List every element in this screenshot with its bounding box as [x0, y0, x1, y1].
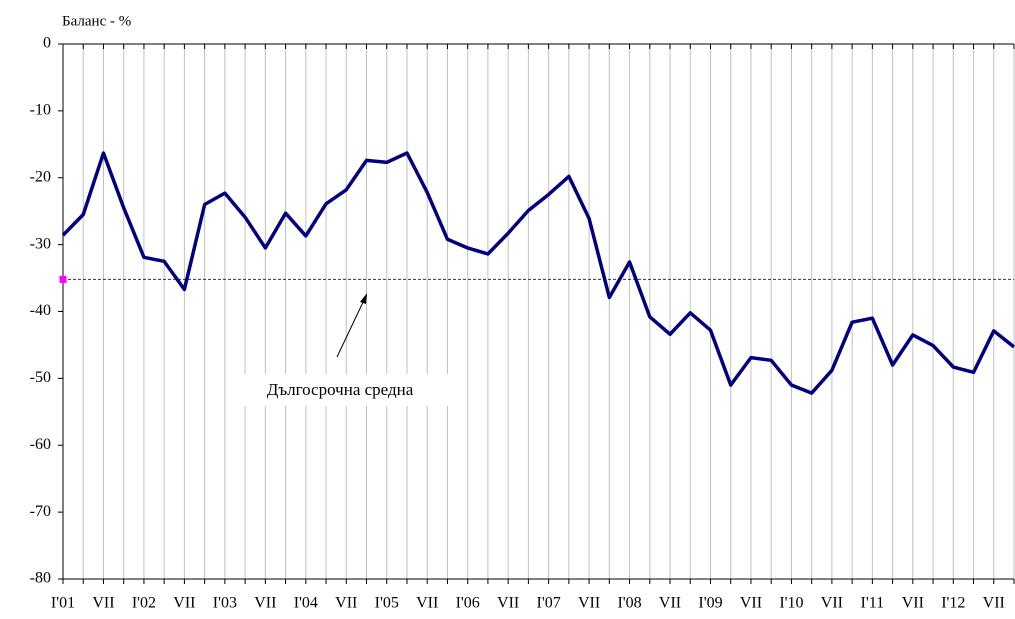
x-tick-label: VII [416, 595, 438, 612]
x-tick-label: VII [659, 595, 681, 612]
line-series [61, 151, 1015, 395]
y-tick-label: -80 [30, 570, 51, 587]
annotation: Дългосрочна средна [267, 380, 414, 399]
annotation-arrowhead [360, 293, 367, 304]
y-tick-label: -60 [30, 436, 51, 453]
x-tick-label: VII [92, 595, 114, 612]
annotation-arrow [336, 297, 366, 358]
x-tick-label: I'01 [51, 595, 75, 612]
annotation-bg [236, 374, 448, 406]
x-tick-label: I'06 [456, 595, 480, 612]
y-tick-label: 0 [43, 35, 51, 52]
x-tick-label: I'03 [213, 595, 237, 612]
x-tick-label: I'12 [941, 595, 965, 612]
y-tick-label: -30 [30, 235, 51, 252]
x-tick-label: VII [983, 595, 1005, 612]
x-tick-label: VII [335, 595, 357, 612]
x-tick-label: I'05 [375, 595, 399, 612]
x-tick-label: VII [578, 595, 600, 612]
x-tick-label: I'07 [537, 595, 561, 612]
x-tick-label: VII [173, 595, 195, 612]
y-tick-label: -20 [30, 168, 51, 185]
x-tick-label: VII [821, 595, 843, 612]
x-tick-label: I'02 [132, 595, 156, 612]
reference-marker [59, 275, 67, 283]
y-tick-label: -40 [30, 302, 51, 319]
x-tick-label: VII [902, 595, 924, 612]
x-tick-label: I'04 [294, 595, 318, 612]
x-tick-label: VII [254, 595, 276, 612]
y-tick-label: -70 [30, 503, 51, 520]
y-tick-label: -50 [30, 369, 51, 386]
x-tick-label: VII [497, 595, 519, 612]
x-tick-label: I'08 [617, 595, 641, 612]
x-tick-label: I'09 [698, 595, 722, 612]
x-tick-label: I'10 [779, 595, 803, 612]
x-tick-label: VII [740, 595, 762, 612]
x-tick-label: I'11 [861, 595, 885, 612]
y-tick-label: -10 [30, 102, 51, 119]
y-axis-label: Баланс - % [62, 13, 131, 29]
